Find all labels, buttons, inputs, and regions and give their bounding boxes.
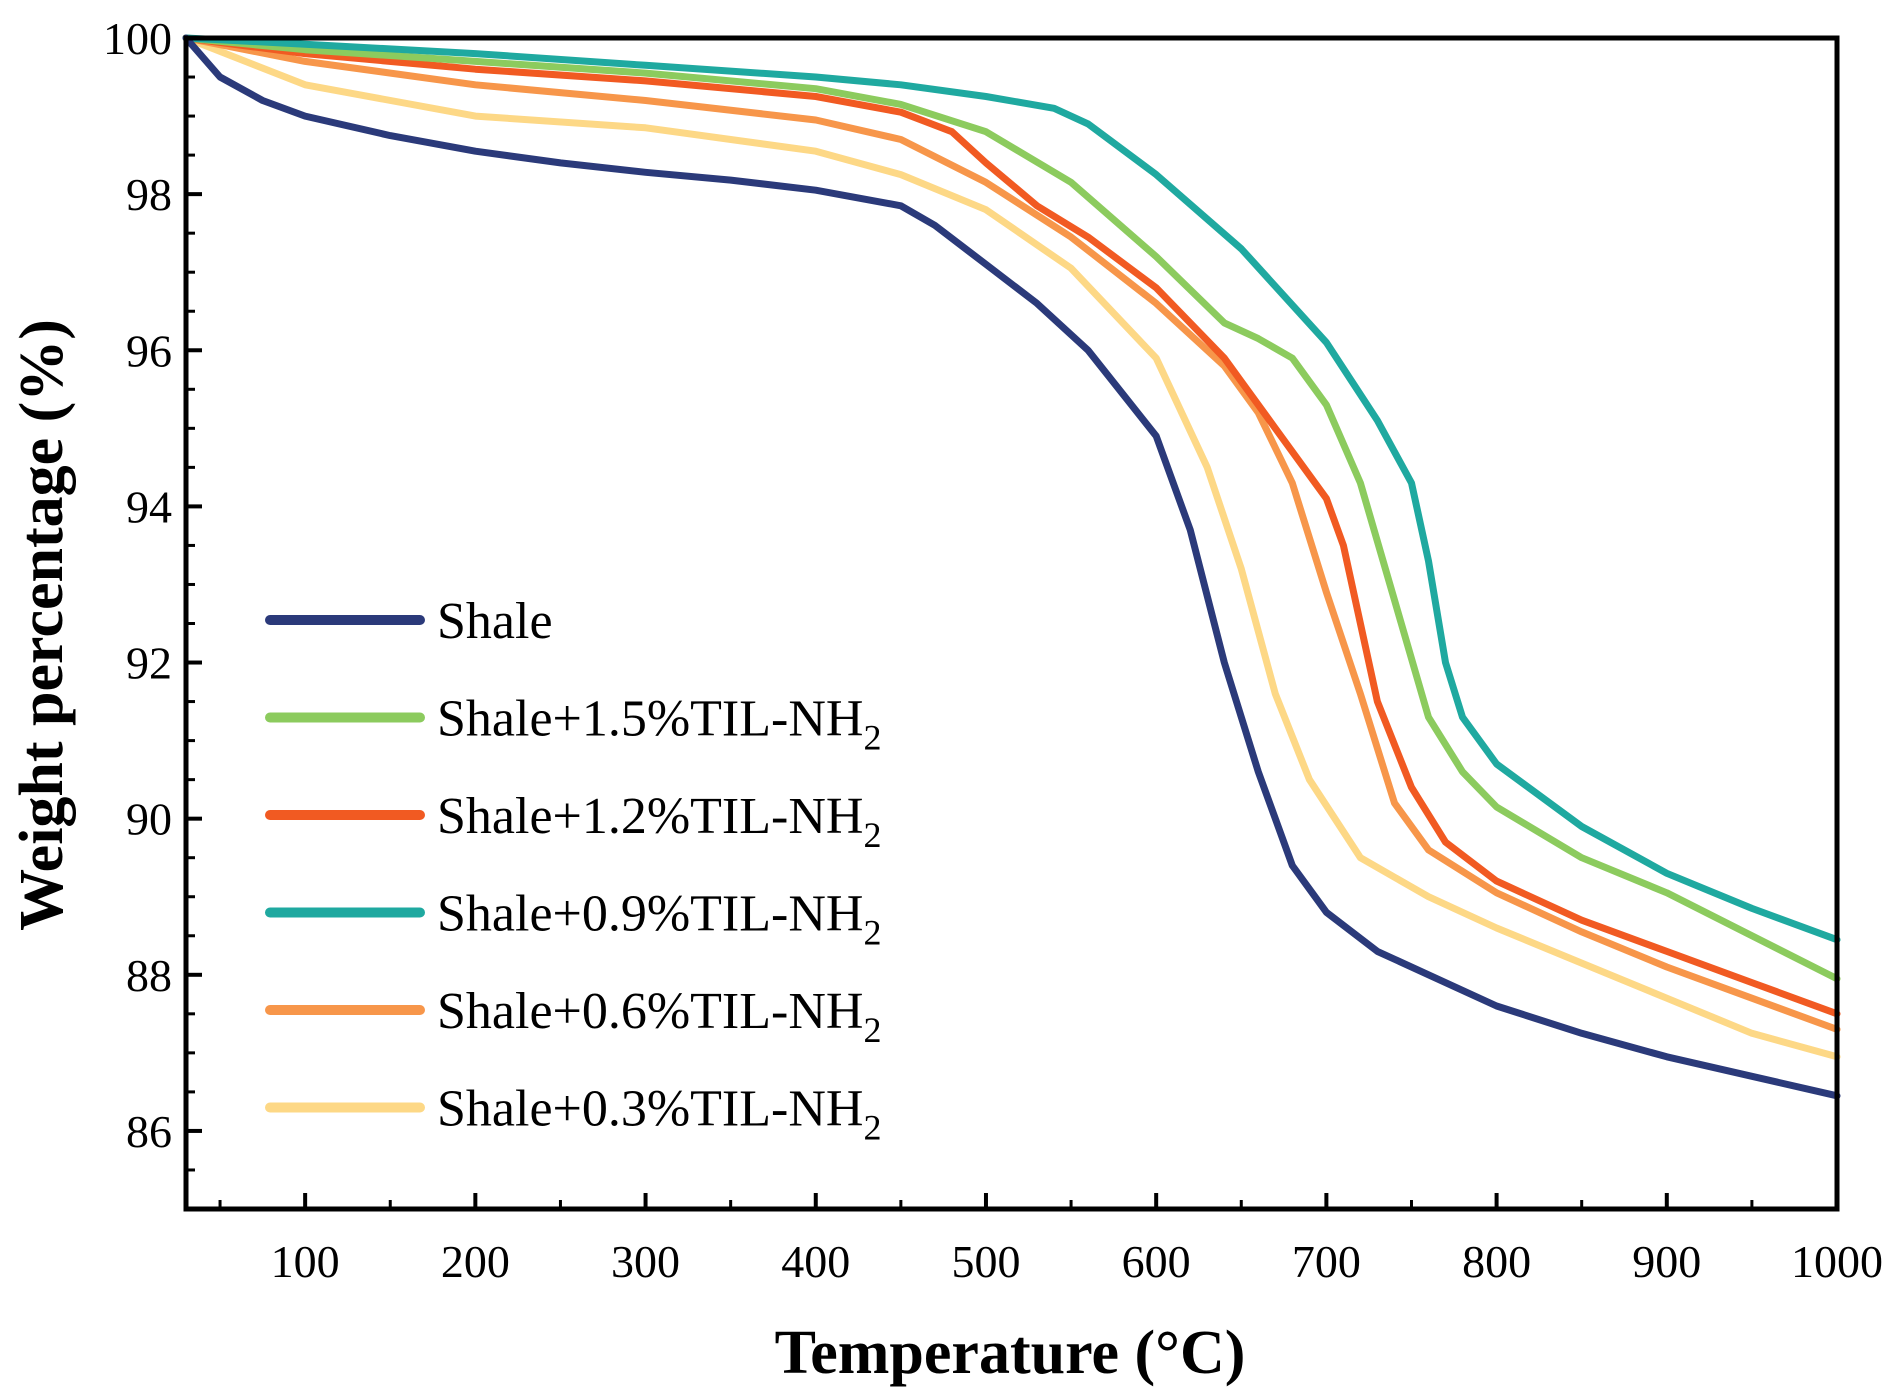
series-line-5 xyxy=(182,34,1841,1061)
x-tick-label: 600 xyxy=(1122,1236,1191,1287)
series-line-0 xyxy=(182,34,1841,1100)
x-tick-label: 800 xyxy=(1462,1236,1531,1287)
x-tick-label: 300 xyxy=(611,1236,680,1287)
y-tick-label: 98 xyxy=(126,169,172,220)
y-tick-label: 96 xyxy=(126,325,172,376)
legend-label-5: Shale+0.3%TIL-NH2 xyxy=(437,1081,881,1148)
legend-label-2: Shale+1.2%TIL-NH2 xyxy=(437,788,881,855)
y-tick-label: 94 xyxy=(126,481,172,532)
x-axis-title: Temperature (°C) xyxy=(775,1319,1246,1387)
y-tick-label: 90 xyxy=(126,794,172,845)
series-line-1 xyxy=(182,34,1841,983)
axes-layer: 100 200 300 400 500 600 700 800 900 1000 86 88 90 92 9… xyxy=(103,13,1883,1287)
x-tick-label: 700 xyxy=(1292,1236,1361,1287)
x-tick-label: 900 xyxy=(1632,1236,1701,1287)
series-line-2 xyxy=(182,34,1841,1018)
y-tick-label: 86 xyxy=(126,1106,172,1157)
y-tick-label: 92 xyxy=(126,638,172,689)
legend-label-1: Shale+1.5%TIL-NH2 xyxy=(437,691,881,758)
series-layer xyxy=(182,34,1841,1100)
legend-label-3: Shale+0.9%TIL-NH2 xyxy=(437,886,881,953)
y-tick-label: 88 xyxy=(126,950,172,1001)
x-tick-label: 1000 xyxy=(1791,1236,1883,1287)
legend-label-0: Shale xyxy=(437,593,553,650)
x-tick-label: 500 xyxy=(951,1236,1020,1287)
legend-label-4: Shale+0.6%TIL-NH2 xyxy=(437,983,881,1050)
legend: Shale Shale+1.5%TIL-NH2 Shale+1.2%TIL-NH2 S… xyxy=(265,593,881,1148)
y-tick-label: 100 xyxy=(103,13,172,64)
series-line-3 xyxy=(182,34,1841,944)
x-tick-label: 100 xyxy=(271,1236,340,1287)
x-tick-label: 400 xyxy=(781,1236,850,1287)
y-axis-title: Weight percentage (%) xyxy=(8,319,76,931)
series-line-4 xyxy=(182,34,1841,1033)
x-tick-label: 200 xyxy=(441,1236,510,1287)
